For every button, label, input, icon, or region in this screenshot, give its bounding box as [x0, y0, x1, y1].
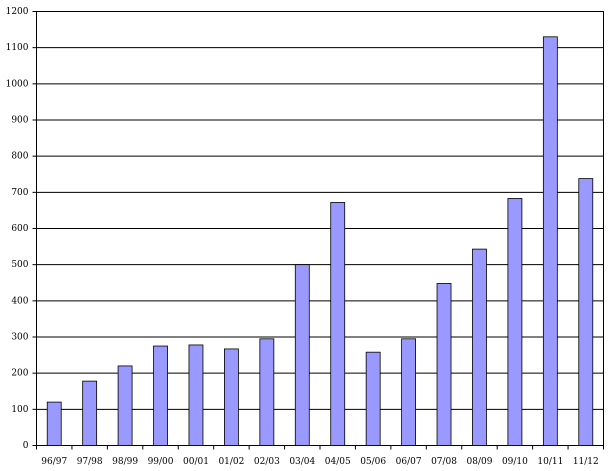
x-tick-label: 04/05 — [325, 457, 351, 467]
y-tick-label: 700 — [11, 188, 28, 198]
bar — [507, 198, 523, 446]
bar — [365, 351, 381, 446]
x-tick-label: 10/11 — [537, 457, 563, 467]
x-tick-label: 01/02 — [218, 457, 244, 467]
y-tick-label: 500 — [11, 260, 28, 270]
y-tick-label: 0 — [23, 441, 29, 451]
bar — [224, 348, 239, 446]
x-tick-label: 98/99 — [112, 457, 138, 467]
bar — [46, 401, 62, 446]
y-tick-label: 900 — [11, 116, 28, 126]
bar — [472, 248, 487, 446]
x-tick-label: 97/98 — [77, 457, 103, 467]
x-tick-label: 02/03 — [254, 457, 280, 467]
y-tick-label: 600 — [11, 224, 28, 234]
x-tick-label: 03/04 — [289, 457, 315, 467]
bar — [401, 338, 416, 446]
bar — [259, 338, 275, 446]
bar — [436, 283, 452, 446]
y-tick-label: 200 — [11, 369, 28, 379]
bar — [153, 345, 168, 446]
y-tick-label: 1100 — [6, 43, 29, 53]
bar — [294, 264, 310, 446]
bar — [542, 36, 558, 446]
x-tick-label: 08/09 — [467, 457, 493, 467]
bar — [578, 178, 594, 446]
x-tick-label: 99/00 — [148, 457, 174, 467]
y-tick-label: 100 — [11, 405, 28, 415]
x-tick-label: 06/07 — [396, 457, 422, 467]
y-tick-label: 800 — [11, 152, 28, 162]
y-tick-label: 1000 — [6, 79, 29, 89]
x-tick-label: 07/08 — [431, 457, 457, 467]
x-tick-label: 09/10 — [502, 457, 528, 467]
x-tick-label: 11/12 — [573, 457, 599, 467]
bar — [117, 365, 133, 446]
x-tick-label: 00/01 — [183, 457, 209, 467]
y-tick-label: 1200 — [6, 7, 29, 17]
bar — [82, 380, 98, 446]
x-tick-label: 05/06 — [360, 457, 386, 467]
bar — [330, 202, 346, 446]
bar — [188, 344, 204, 446]
y-tick-label: 300 — [11, 333, 28, 343]
x-tick-label: 96/97 — [41, 457, 67, 467]
y-tick-label: 400 — [11, 296, 28, 306]
